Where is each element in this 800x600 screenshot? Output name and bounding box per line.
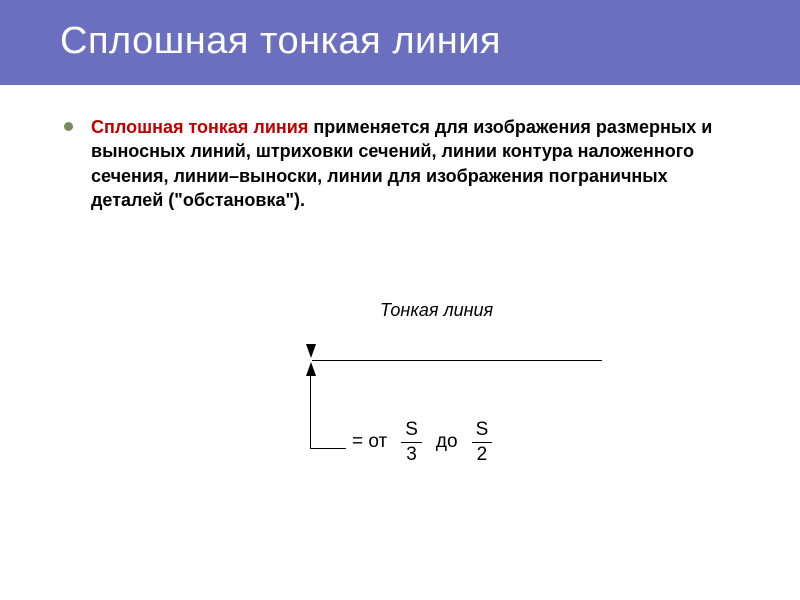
fraction-1: S 3 bbox=[401, 420, 422, 465]
slide-body: Сплошная тонкая линия применяется для из… bbox=[0, 85, 800, 212]
diagram-label: Тонкая линия bbox=[380, 300, 493, 321]
slide-title: Сплошная тонкая линия bbox=[0, 0, 800, 85]
thin-line-sample bbox=[312, 360, 602, 361]
bullet-item: Сплошная тонкая линия применяется для из… bbox=[60, 115, 740, 212]
slide: Сплошная тонкая линия Сплошная тонкая ли… bbox=[0, 0, 800, 600]
fraction-2-num: S bbox=[472, 420, 493, 440]
formula-prefix: = от bbox=[352, 431, 387, 453]
fraction-bar bbox=[401, 442, 422, 443]
bullet-icon bbox=[64, 122, 73, 131]
leader-horizontal bbox=[310, 448, 346, 449]
thickness-formula: = от S 3 до S 2 bbox=[352, 420, 492, 465]
formula-middle: до bbox=[436, 431, 458, 453]
diagram: Тонкая линия = от S 3 до S 2 bbox=[220, 300, 640, 520]
lead-term: Сплошная тонкая линия bbox=[91, 117, 308, 137]
arrow-up-icon bbox=[306, 362, 316, 376]
leader-vertical bbox=[310, 376, 311, 448]
fraction-1-num: S bbox=[401, 420, 422, 440]
body-paragraph: Сплошная тонкая линия применяется для из… bbox=[91, 115, 740, 212]
fraction-2-den: 2 bbox=[473, 445, 492, 465]
fraction-2: S 2 bbox=[472, 420, 493, 465]
fraction-1-den: 3 bbox=[402, 445, 421, 465]
arrow-down-icon bbox=[306, 344, 316, 358]
fraction-bar bbox=[472, 442, 493, 443]
